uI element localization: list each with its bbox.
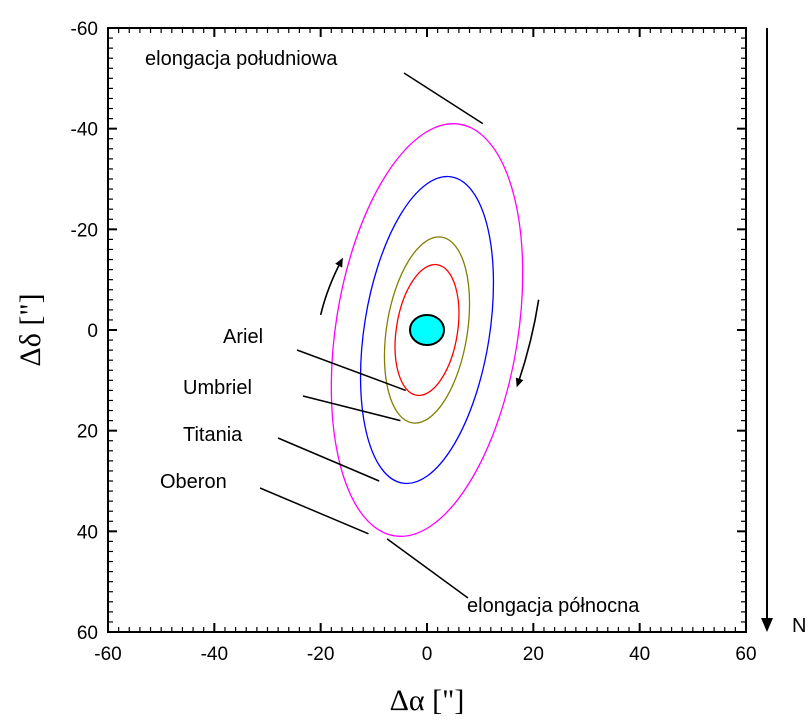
- y-axis-title: Δδ ["]: [14, 293, 47, 366]
- orbit-ariel: [394, 263, 460, 397]
- annotation-leader-1: [386, 538, 469, 599]
- y-tick-label: 60: [77, 623, 98, 644]
- annotation-leader-0: [403, 72, 484, 125]
- north-label: N: [792, 615, 806, 637]
- planet-layer: [408, 314, 446, 346]
- y-tick-label: 0: [87, 321, 98, 342]
- annotation-labels: Ariel Umbriel Titania Oberon elongacja p…: [145, 48, 640, 617]
- series-label-umbriel: Umbriel: [183, 377, 252, 399]
- annotation-north-elongation: elongacja północna: [467, 595, 640, 617]
- x-tick-label: -40: [201, 644, 228, 665]
- y-tick-label: -40: [71, 120, 98, 141]
- leader-line-titania: [277, 437, 380, 482]
- y-tick-label: 40: [77, 522, 98, 543]
- leader-line-ariel: [296, 349, 406, 392]
- x-axis-title: Δα ["]: [390, 684, 465, 717]
- orbit-oberon: [330, 123, 524, 537]
- orbit-titania: [359, 175, 495, 485]
- y-tick-label: -20: [71, 220, 98, 241]
- x-tick-label: -20: [307, 644, 334, 665]
- planet-disk: [408, 314, 446, 346]
- north-arrowhead-icon: [761, 618, 773, 632]
- leader-lines: [259, 72, 484, 599]
- series-label-ariel: Ariel: [223, 326, 263, 348]
- x-tick-label: 40: [629, 644, 650, 665]
- x-tick-label: -60: [94, 644, 121, 665]
- y-tick-label: -60: [71, 19, 98, 40]
- series-label-titania: Titania: [183, 424, 243, 446]
- north-compass: N: [761, 28, 806, 637]
- series-label-oberon: Oberon: [160, 471, 227, 493]
- y-tick-label: 20: [77, 422, 98, 443]
- motion-arrows: [319, 257, 540, 388]
- motion-arrow-0: [319, 257, 343, 316]
- leader-line-oberon: [259, 487, 369, 535]
- leader-line-umbriel: [302, 395, 401, 422]
- x-tick-label: 60: [735, 644, 756, 665]
- axis-ticks: [107, 27, 747, 633]
- x-tick-label: 20: [523, 644, 544, 665]
- motion-arrow-1: [515, 299, 540, 388]
- x-tick-label: 0: [422, 644, 433, 665]
- orbit-umbriel: [383, 236, 471, 424]
- annotation-south-elongation: elongacja południowa: [145, 48, 338, 70]
- orbit-ellipses: [330, 123, 524, 537]
